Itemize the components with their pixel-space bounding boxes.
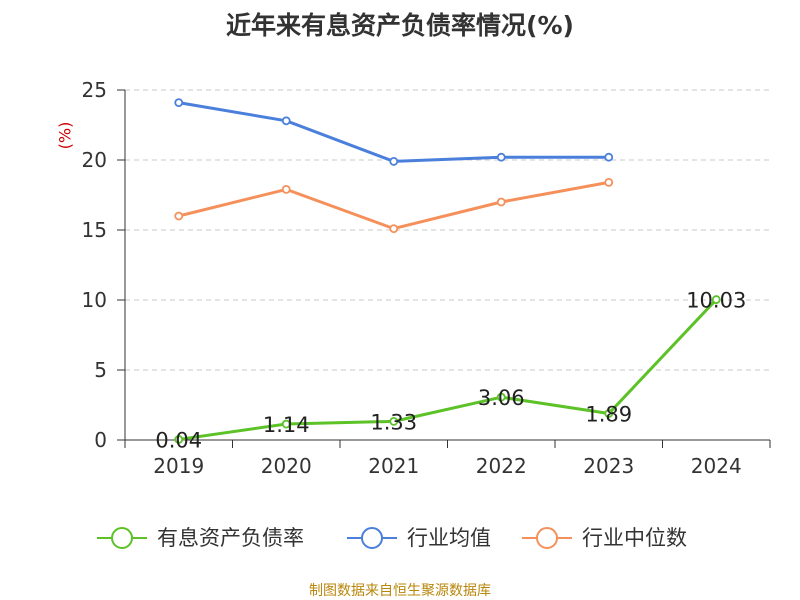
y-tick-label-0: 0	[94, 428, 107, 452]
data-label-2022: 3.06	[478, 386, 525, 410]
series-2-point-2021	[389, 224, 399, 234]
series-0-point-2022	[496, 392, 506, 402]
x-tick-label-2019: 2019	[153, 454, 204, 478]
data-label-2020: 1.14	[263, 413, 310, 437]
series-1-point-2020	[281, 116, 291, 126]
series-0-point-2023	[604, 409, 614, 418]
y-tick-label-25: 25	[82, 78, 107, 102]
legend-label: 行业均值	[407, 526, 491, 550]
data-label-2023: 1.89	[585, 403, 632, 427]
legend-marker	[536, 527, 558, 549]
series-0-point-2020	[281, 419, 291, 429]
legend-marker	[111, 527, 133, 549]
series-0-point-2024	[711, 295, 721, 304]
grid-lines	[125, 89, 770, 371]
legend-marker	[361, 527, 383, 549]
legend-item-0[interactable]: 有息资产负债率	[97, 526, 304, 550]
data-label-2021: 1.33	[370, 410, 417, 434]
series-2-point-2019	[174, 211, 184, 221]
series-line-2	[178, 180, 610, 231]
y-tick-label-5: 5	[94, 358, 107, 382]
x-tick-label-2023: 2023	[583, 454, 634, 478]
legend-label: 行业中位数	[582, 526, 687, 550]
series-1-point-2021	[389, 156, 399, 166]
x-tick-label-2020: 2020	[261, 454, 312, 478]
legend-label: 有息资产负债率	[157, 526, 304, 550]
data-label-2019: 0.04	[155, 428, 202, 452]
legend-item-1[interactable]: 行业均值	[347, 526, 491, 550]
data-labels: 0.04 1.14 1.33 3.06 1.89 10.03	[155, 289, 746, 453]
legend-item-2[interactable]: 行业中位数	[522, 526, 687, 550]
legend[interactable]: 有息资产负债率 行业均值 行业中位数	[97, 526, 687, 550]
series-1-point-2022	[496, 152, 506, 162]
x-tick-label-2022: 2022	[476, 454, 527, 478]
series-group	[174, 98, 721, 444]
series-line-1	[178, 101, 609, 163]
series-2-point-2020	[281, 184, 291, 194]
y-tick-label-10: 10	[82, 288, 107, 312]
y-tick-label-20: 20	[82, 148, 107, 172]
series-2-point-2023	[604, 177, 614, 187]
series-1-point-2023	[604, 152, 614, 162]
y-tick-label-15: 15	[82, 218, 107, 242]
series-line-0	[178, 298, 718, 441]
x-tick-label-2024: 2024	[691, 454, 742, 478]
axes: 0 5 10 15 20 25 2019 2020 2021 2022 2023 2024	[82, 78, 771, 478]
data-source-note: 制图数据来自恒生聚源数据库	[309, 583, 491, 599]
series-0-point-2021	[389, 416, 399, 426]
series-0-point-2019	[174, 435, 184, 444]
series-2-point-2022	[496, 197, 506, 207]
chart-title: 近年来有息资产负债率情况(%)	[226, 11, 574, 40]
x-tick-label-2021: 2021	[368, 454, 419, 478]
series-1-point-2019	[174, 98, 184, 107]
data-label-2024: 10.03	[686, 289, 746, 313]
